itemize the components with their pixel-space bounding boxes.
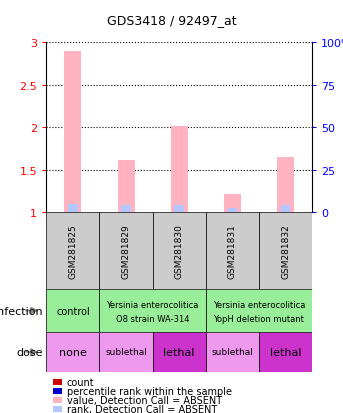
Text: percentile rank within the sample: percentile rank within the sample <box>67 386 232 396</box>
Bar <box>118 160 134 213</box>
Bar <box>68 204 78 213</box>
Bar <box>99 289 206 332</box>
Bar <box>121 206 131 213</box>
Text: GSM281831: GSM281831 <box>228 223 237 278</box>
Bar <box>46 332 99 372</box>
Text: sublethal: sublethal <box>105 348 147 356</box>
Bar <box>153 213 206 289</box>
Text: rank, Detection Call = ABSENT: rank, Detection Call = ABSENT <box>67 404 217 413</box>
Bar <box>259 332 312 372</box>
Bar <box>259 213 312 289</box>
Bar <box>46 289 99 332</box>
Text: control: control <box>56 306 90 316</box>
Bar <box>99 332 153 372</box>
Bar <box>46 213 99 289</box>
Bar <box>206 332 259 372</box>
Bar <box>224 194 241 213</box>
Bar <box>206 213 259 289</box>
Bar <box>228 209 237 213</box>
Bar <box>175 206 184 213</box>
Text: none: none <box>59 347 87 357</box>
Text: GSM281832: GSM281832 <box>281 223 290 278</box>
Text: Yersinia enterocolitica: Yersinia enterocolitica <box>213 300 305 309</box>
Text: GDS3418 / 92497_at: GDS3418 / 92497_at <box>107 14 236 27</box>
Text: value, Detection Call = ABSENT: value, Detection Call = ABSENT <box>67 395 222 405</box>
Bar <box>153 332 206 372</box>
Bar <box>64 52 81 213</box>
Bar <box>277 158 294 213</box>
Text: GSM281825: GSM281825 <box>68 223 78 278</box>
Text: infection: infection <box>0 306 43 316</box>
Text: lethal: lethal <box>270 347 301 357</box>
Text: GSM281830: GSM281830 <box>175 223 184 278</box>
Text: sublethal: sublethal <box>211 348 253 356</box>
Bar <box>99 213 153 289</box>
Text: lethal: lethal <box>164 347 195 357</box>
Bar <box>281 206 290 213</box>
Text: Yersinia enterocolitica: Yersinia enterocolitica <box>106 300 199 309</box>
Text: count: count <box>67 377 95 387</box>
Bar <box>206 289 312 332</box>
Text: YopH deletion mutant: YopH deletion mutant <box>214 314 304 323</box>
Text: GSM281829: GSM281829 <box>121 223 131 278</box>
Text: O8 strain WA-314: O8 strain WA-314 <box>116 314 189 323</box>
Bar <box>171 126 188 213</box>
Text: dose: dose <box>16 347 43 357</box>
